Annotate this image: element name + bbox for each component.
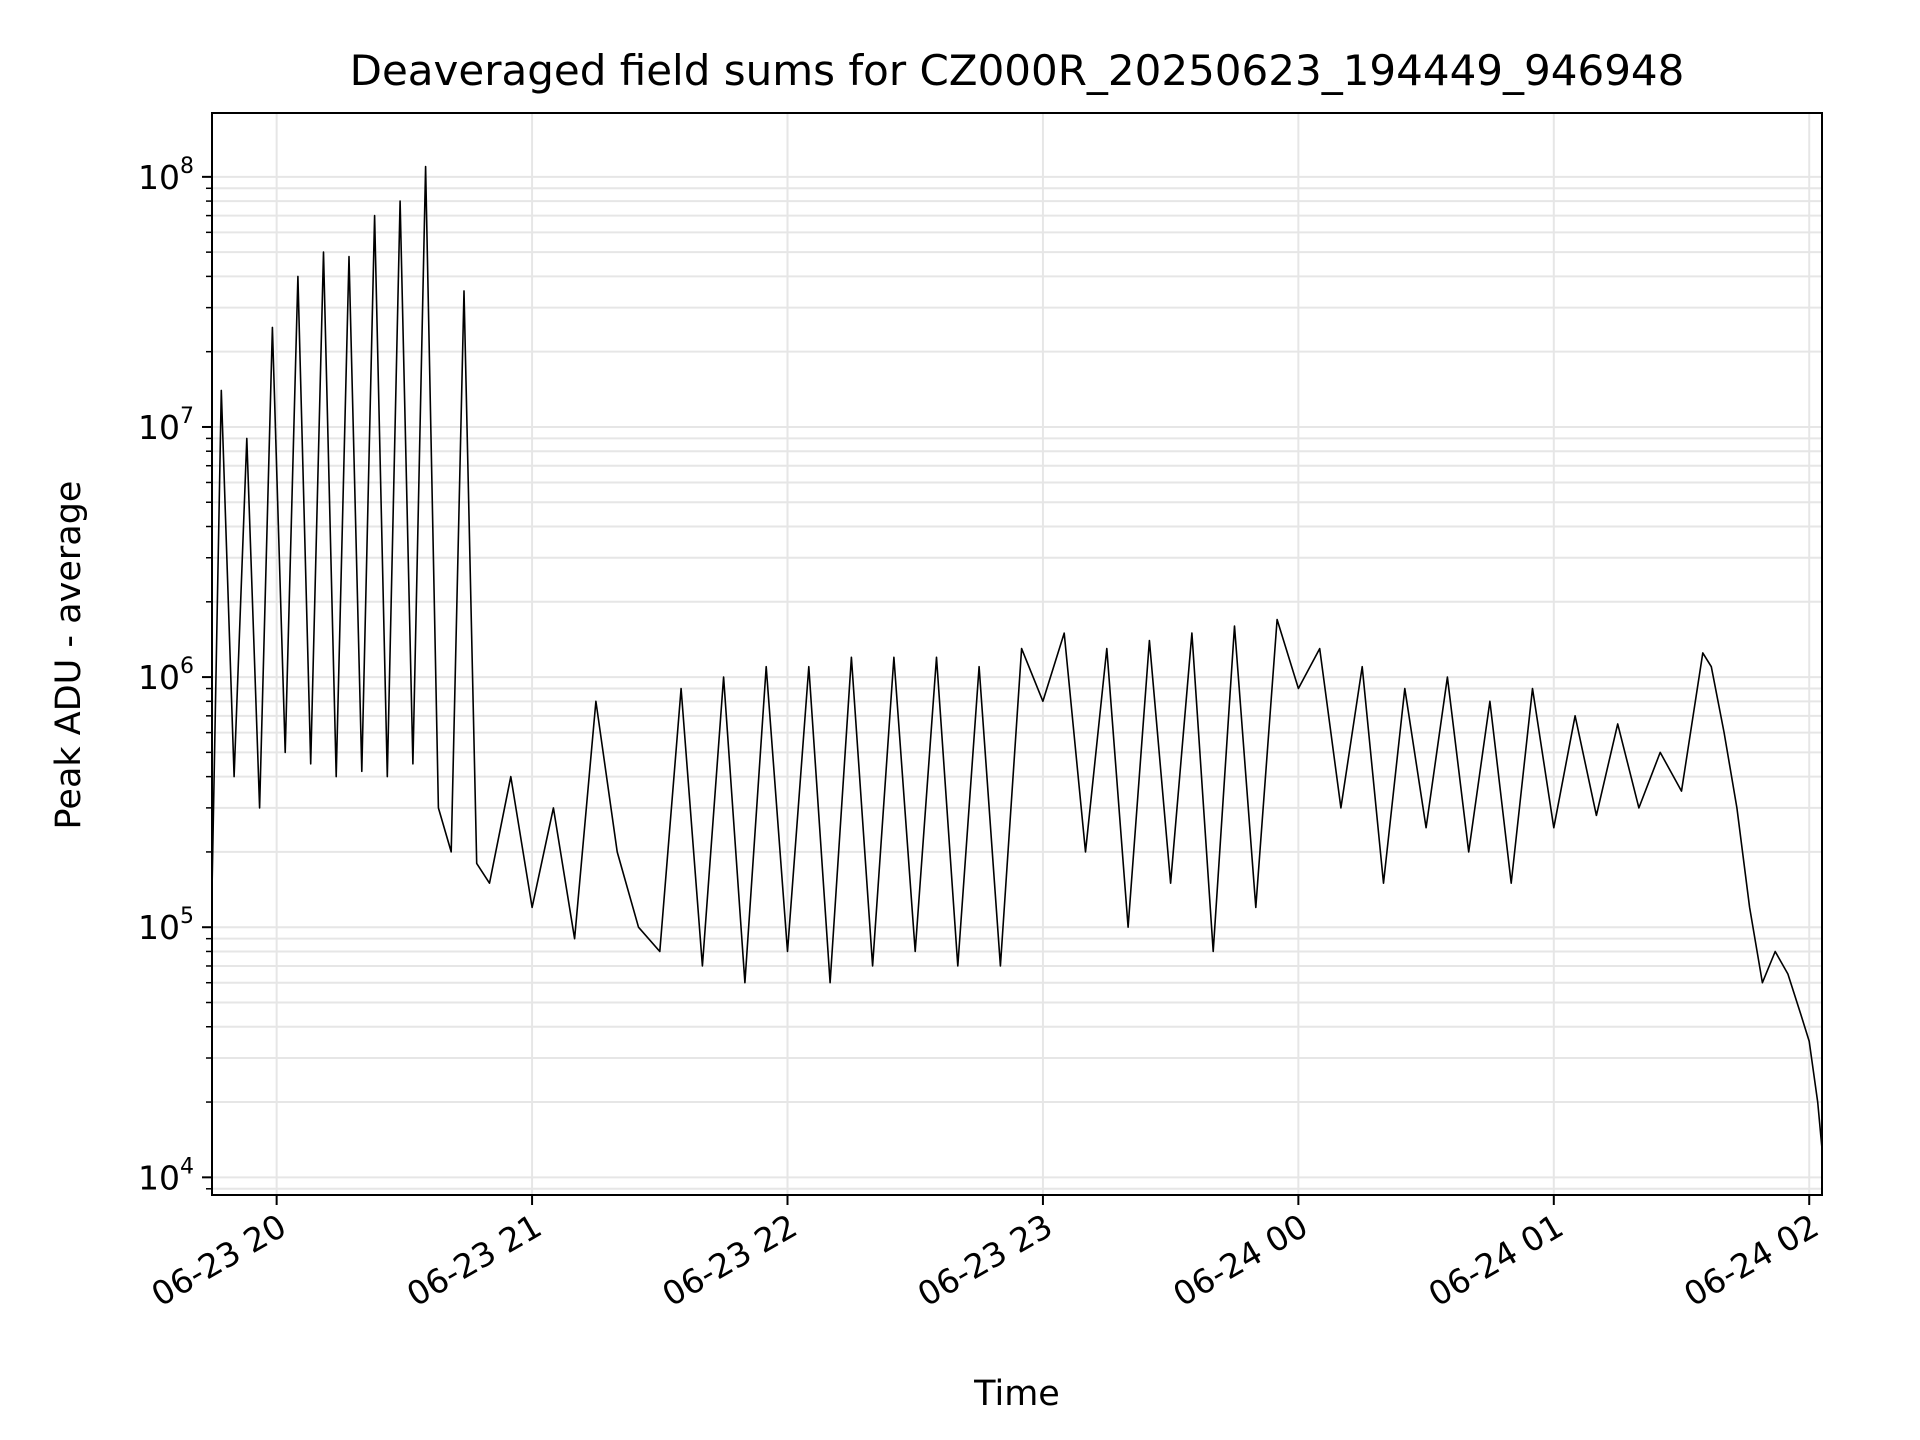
chart-title: Deaveraged field sums for CZ000R_2025062… — [350, 46, 1685, 95]
series-group — [211, 165, 1823, 1149]
series-line — [211, 165, 1823, 1149]
y-axis: 104 105 106 107 108 — [138, 154, 212, 1197]
y-tick-label: 108 — [138, 154, 194, 197]
y-tick-label: 106 — [138, 654, 194, 697]
x-axis-label: Time — [973, 1374, 1060, 1414]
y-tick-label: 105 — [138, 904, 194, 947]
y-axis-label: Peak ADU - average — [49, 481, 89, 830]
y-tick-label: 107 — [138, 404, 194, 447]
grid — [212, 113, 1822, 1195]
plot-frame — [211, 112, 1823, 1196]
y-tick-label: 104 — [138, 1154, 194, 1197]
